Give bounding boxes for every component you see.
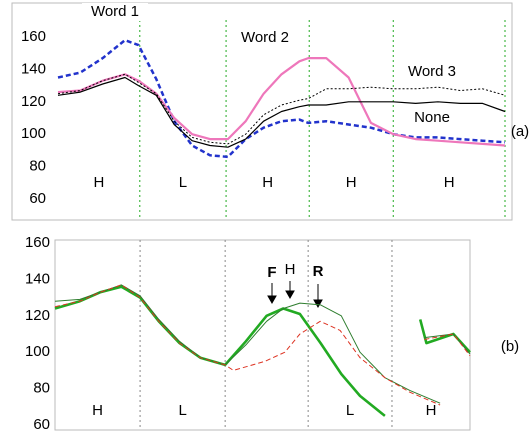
y-tick-label: 160 (21, 28, 46, 45)
series-line (54, 284, 471, 406)
y-tick-label: 140 (21, 60, 46, 77)
arrows (267, 281, 323, 309)
series-label: F (267, 264, 276, 281)
arrow-head (267, 295, 277, 305)
series-label: Word 3 (408, 63, 456, 80)
series-line (57, 73, 506, 145)
segment-label: L (178, 402, 186, 419)
series-label: Word 1 (91, 3, 139, 20)
series-line (54, 284, 471, 404)
y-tick-label: 100 (21, 125, 46, 142)
segment-label: L (346, 402, 354, 419)
y-tick-label: 80 (33, 380, 50, 397)
arrow-head (285, 290, 295, 300)
y-tick-label: 120 (25, 307, 50, 324)
y-tick-label: 140 (25, 270, 50, 287)
segment-label: H (444, 174, 455, 191)
series-label: H (285, 261, 296, 278)
segment-label: H (346, 174, 357, 191)
series-line (57, 38, 506, 159)
segment-label: H (92, 402, 103, 419)
segment-label: H (426, 402, 437, 419)
arrow-head (313, 299, 323, 309)
segment-label: L (179, 174, 187, 191)
series-line (54, 285, 471, 417)
panel-label: (a) (511, 123, 529, 140)
y-tick-label: 60 (29, 190, 46, 207)
series-label: R (313, 263, 324, 280)
series-line (57, 76, 506, 148)
label-background (82, 3, 148, 21)
series-label: None (414, 109, 450, 126)
series-line (57, 57, 506, 147)
panel-b-frame (54, 239, 471, 431)
y-tick-label: 120 (21, 93, 46, 110)
panel-a-frame (11, 2, 513, 221)
y-tick-label: 160 (25, 234, 50, 251)
series-label: Word 2 (241, 29, 289, 46)
segment-label: H (262, 174, 273, 191)
segment-label: H (93, 174, 104, 191)
panel-label: (b) (501, 338, 519, 355)
y-tick-label: 60 (33, 416, 50, 433)
y-tick-label: 100 (25, 343, 50, 360)
y-tick-label: 80 (29, 158, 46, 175)
